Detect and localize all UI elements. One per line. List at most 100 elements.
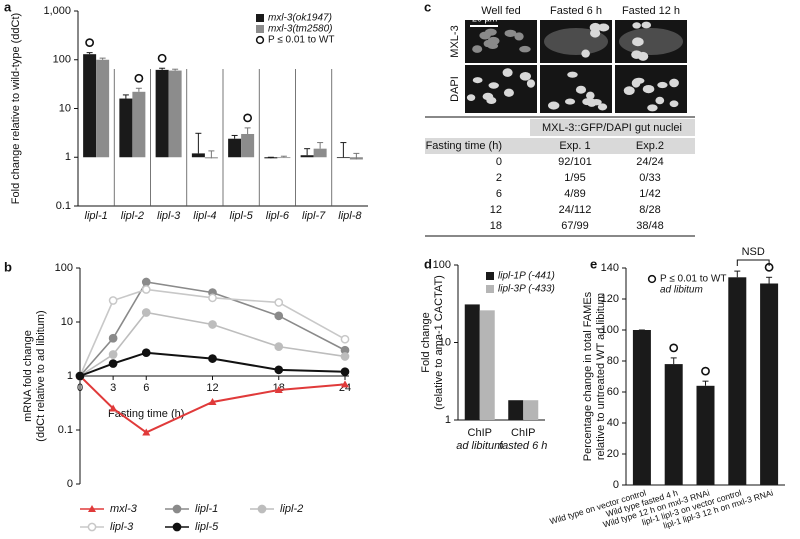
y-tick-label: 1 (67, 370, 73, 382)
point (141, 308, 151, 317)
bar (336, 157, 350, 159)
bar (479, 310, 495, 420)
x-tick-label: lipl-6 (266, 210, 290, 222)
gut-signal (619, 28, 683, 55)
x-tick-label: ChIP (511, 427, 535, 439)
panel-label: a (4, 0, 12, 14)
x-tick-label: lipl-7 (302, 210, 326, 222)
nucleus (631, 50, 643, 59)
series-line (79, 375, 346, 434)
y-axis-label: (ddCt relative to ad libitum) (35, 310, 47, 441)
y-tick-label: 100 (601, 324, 619, 336)
nucleus (669, 78, 679, 88)
panel-label: b (4, 259, 12, 274)
point (274, 365, 284, 375)
point (274, 386, 283, 394)
series-line (79, 281, 346, 377)
nucleus (514, 32, 524, 41)
legend-label: lipl-5 (195, 521, 219, 533)
legend-label: lipl-1P (-441) (498, 271, 555, 282)
nucleus (623, 86, 635, 96)
y-tick-label: 80 (607, 355, 619, 367)
nucleus (483, 40, 492, 48)
x-tick-label: 3 (110, 382, 116, 394)
y-tick-label: 0.1 (56, 200, 71, 212)
table-title: MXL-3::GFP/DAPI gut nuclei (542, 122, 682, 134)
legend-marker (647, 274, 657, 284)
y-tick-label: 10 (61, 316, 73, 328)
point (341, 380, 349, 388)
legend-label: mxl-3 (110, 503, 138, 515)
bar (83, 54, 97, 158)
table-cell: 92/101 (558, 156, 592, 168)
error-bar (766, 276, 773, 284)
bar (464, 304, 480, 420)
series-line (79, 311, 346, 377)
error-bar (208, 150, 215, 159)
table-cell: 4/89 (564, 188, 585, 200)
y-tick-label: 1,000 (43, 5, 71, 17)
panel-label: c (424, 0, 431, 14)
bar (696, 385, 715, 485)
error-bar (99, 57, 106, 60)
legend-marker (257, 504, 267, 514)
nucleus (526, 79, 536, 88)
legend-marker (172, 522, 182, 532)
x-tick-label: lipl-4 (193, 210, 216, 222)
x-tick-label: 0 (77, 382, 83, 394)
point (208, 354, 217, 363)
x-axis-label: Fasting time (h) (108, 408, 184, 420)
point (208, 398, 217, 406)
y-tick-label: 40 (607, 417, 619, 429)
bar (119, 98, 133, 158)
bar (155, 69, 169, 158)
column-header: Fasted 6 h (550, 5, 602, 17)
y-tick-label: 20 (607, 448, 619, 460)
table-header-bg (425, 138, 695, 154)
nucleus (632, 22, 641, 29)
legend-swatch (486, 285, 494, 293)
y-tick-label: 120 (601, 293, 619, 305)
table-cell: 12 (490, 204, 502, 216)
legend-swatch (486, 272, 494, 280)
point (274, 342, 284, 351)
table-cell: 24/24 (636, 156, 664, 168)
y-tick-label: 0 (67, 478, 73, 490)
nucleus (642, 84, 655, 94)
x-tick-label: ad libitum (456, 440, 503, 452)
panel-label: e (590, 256, 597, 271)
x-tick-label: 6 (143, 382, 149, 394)
table-header: Fasting time (h) (426, 140, 502, 152)
bar (313, 148, 327, 158)
y-axis-label: relative to untreated WT ad libitum (595, 293, 607, 460)
table-cell: 1/42 (639, 188, 660, 200)
legend-swatch (256, 14, 264, 22)
y-tick-label: 0 (613, 479, 619, 491)
table-cell: 8/28 (639, 204, 660, 216)
y-tick-label: 1 (445, 414, 451, 426)
bar (191, 153, 205, 158)
y-tick-label: 60 (607, 386, 619, 398)
legend-label: lipl-2 (280, 503, 303, 515)
point (141, 348, 151, 358)
row-header: DAPI (449, 76, 461, 102)
error-bar (670, 357, 677, 365)
y-tick-label: 140 (601, 262, 619, 274)
nucleus (631, 78, 641, 88)
nucleus (597, 23, 610, 32)
bracket (736, 259, 770, 266)
nucleus (486, 96, 497, 105)
point (108, 359, 118, 368)
nucleus (472, 45, 483, 53)
x-tick-label: lipl-1 (85, 210, 108, 222)
point (340, 352, 350, 361)
nucleus (488, 82, 499, 89)
error-bar (340, 142, 347, 158)
point (274, 298, 284, 307)
nucleus (519, 45, 531, 53)
annotation: NSD (742, 246, 765, 258)
error-bar (304, 148, 311, 156)
significance-marker (243, 113, 253, 123)
error-bar (231, 134, 238, 139)
